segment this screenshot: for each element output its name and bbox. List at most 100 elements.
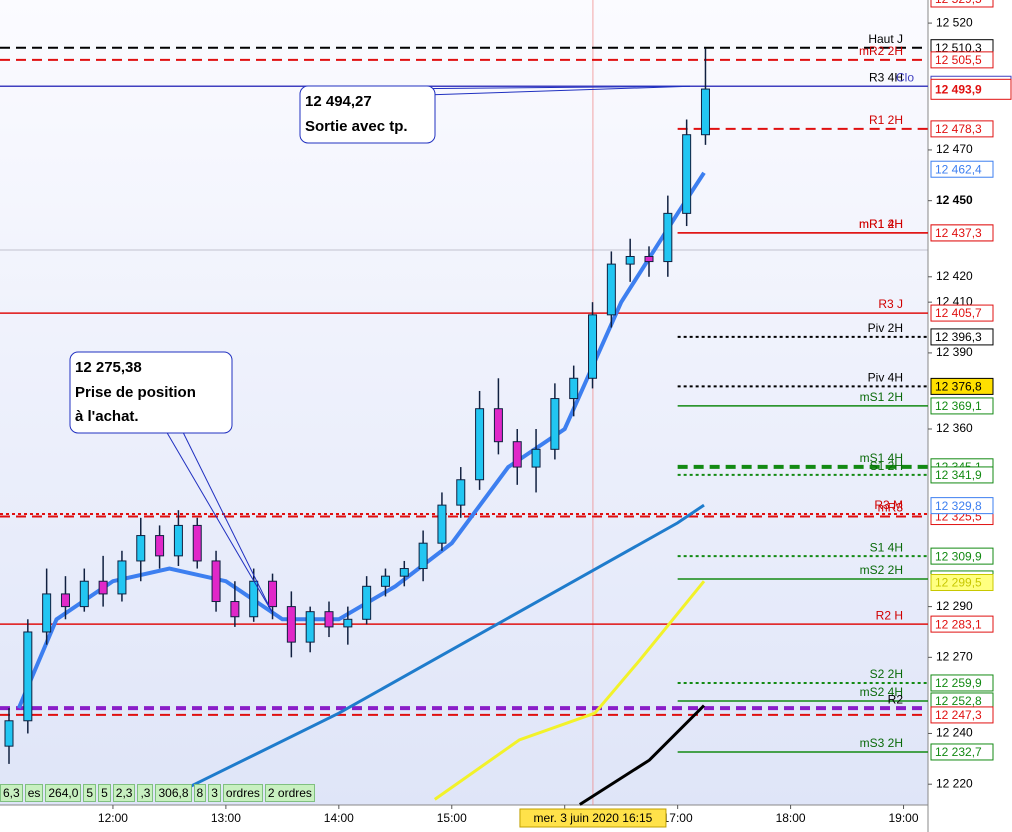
- price-box-label: 12 396,3: [935, 330, 982, 344]
- candle-body: [625, 255, 635, 265]
- y-tick-label: 12 520: [936, 15, 973, 29]
- price-box-label: 12 462,4: [935, 162, 982, 176]
- candle-body: [418, 542, 428, 570]
- level-label: mS1 2H: [860, 390, 903, 404]
- candle-body: [192, 524, 202, 562]
- x-tick-label: 19:00: [889, 811, 919, 825]
- candle-body: [588, 314, 598, 379]
- price-box-label: 12 510,3: [935, 41, 982, 55]
- price-box-label: 12 478,3: [935, 122, 982, 136]
- price-box: [930, 466, 994, 484]
- price-box-label: 12 493,9: [935, 82, 982, 96]
- price-box: [930, 574, 994, 592]
- order-tag: ordres: [222, 784, 263, 802]
- order-tag: 306,8: [155, 784, 192, 802]
- candle-body: [286, 606, 296, 643]
- moving-average: [433, 580, 706, 801]
- price-box-label: 12 369,1: [935, 399, 982, 413]
- price-box: [930, 120, 994, 138]
- close-label: Clo: [896, 70, 914, 84]
- level-label: mR1 2H: [859, 217, 903, 231]
- candle-body: [98, 580, 108, 595]
- price-box: [930, 224, 994, 242]
- level-label: R3 4H: [869, 70, 903, 84]
- x-tick-label: 15:00: [437, 811, 467, 825]
- candle-body: [249, 580, 259, 618]
- price-box-label: 12 529,5: [935, 0, 982, 6]
- price-box-label: 12 299,5: [935, 576, 982, 590]
- price-box: [930, 547, 994, 565]
- candle-body: [173, 524, 183, 557]
- level-label: mS1 4H: [860, 451, 903, 465]
- y-tick-label: 12 270: [936, 650, 973, 664]
- x-tick-label: 12:00: [98, 811, 128, 825]
- moving-average: [183, 503, 705, 791]
- order-tag: 5: [83, 784, 97, 802]
- price-box-label: 12 252,8: [935, 694, 982, 708]
- level-label: R1 2H: [869, 113, 903, 127]
- price-box-label: 12 232,7: [935, 745, 982, 759]
- level-label: S2 2H: [870, 667, 903, 681]
- annotation-text: à l'achat.: [75, 408, 139, 425]
- level-label: Piv 2H: [868, 321, 903, 335]
- candle-body: [606, 263, 616, 316]
- annotation-box: [69, 351, 233, 434]
- price-box: [930, 674, 994, 692]
- candle-body: [380, 575, 390, 587]
- annotation-price: 12 275,38: [75, 359, 142, 376]
- level-label: mR3: [878, 501, 904, 515]
- annotation-pointer: [182, 432, 273, 613]
- level-label: S1 2H: [870, 459, 903, 473]
- price-box: [930, 0, 994, 8]
- y-tick-label: 12 390: [936, 345, 973, 359]
- candle-body: [531, 448, 541, 468]
- y-tick-label: 12 240: [936, 726, 973, 740]
- cursor-label: mer. 3 juin 2020 16:15: [534, 811, 653, 825]
- order-tag: 6,3: [0, 784, 23, 802]
- price-box: [930, 706, 994, 724]
- candle-body: [682, 134, 692, 214]
- level-label: mS2 4H: [860, 685, 903, 699]
- level-label: mR2 2H: [859, 44, 903, 58]
- candle-body: [550, 398, 560, 450]
- candle-body: [211, 560, 221, 603]
- candle-body: [117, 560, 127, 595]
- price-box-label: 12 437,3: [935, 226, 982, 240]
- annotation-price: 12 494,27: [305, 93, 372, 110]
- candle-body: [663, 212, 673, 263]
- x-tick-label: 18:00: [776, 811, 806, 825]
- y-tick-label: 12 360: [936, 421, 973, 435]
- level-label: Piv 4H: [868, 371, 903, 385]
- y-tick-label: 12 290: [936, 599, 973, 613]
- candle-body: [475, 408, 485, 481]
- annotation-text: Prise de position: [75, 384, 196, 401]
- candle-body: [569, 377, 579, 400]
- order-tags: 6,3 es 264,0 5 5 2,3,3 306,8 8 3 ordres 2 ordres: [0, 784, 315, 802]
- y-tick-label: 12 220: [936, 776, 973, 790]
- candle-body: [155, 535, 165, 557]
- order-tag: ,3: [137, 784, 154, 802]
- order-tag: 8: [193, 784, 207, 802]
- annotation-text: Sortie avec tp.: [305, 118, 408, 135]
- x-tick-label: 13:00: [211, 811, 241, 825]
- price-box-label: 12 309,9: [935, 549, 982, 563]
- y-tick-label: 12 450: [936, 193, 973, 207]
- price-box-label: 12 247,3: [935, 708, 982, 722]
- candle-body: [362, 585, 372, 620]
- candle-body: [136, 535, 146, 562]
- price-box-label: 12 341,9: [935, 468, 982, 482]
- x-tick-label: 14:00: [324, 811, 354, 825]
- candle-body: [437, 504, 447, 544]
- price-box: [930, 160, 994, 178]
- order-tag: 2 ordres: [264, 784, 315, 802]
- level-label: R2 H: [876, 608, 903, 622]
- price-box: [930, 328, 994, 346]
- candle-body: [60, 593, 70, 608]
- price-box: [930, 304, 994, 322]
- order-tag: 5: [98, 784, 111, 802]
- candle-body: [79, 580, 89, 608]
- price-box: [930, 377, 994, 395]
- moving-average: [578, 704, 706, 806]
- candle-body: [493, 408, 503, 443]
